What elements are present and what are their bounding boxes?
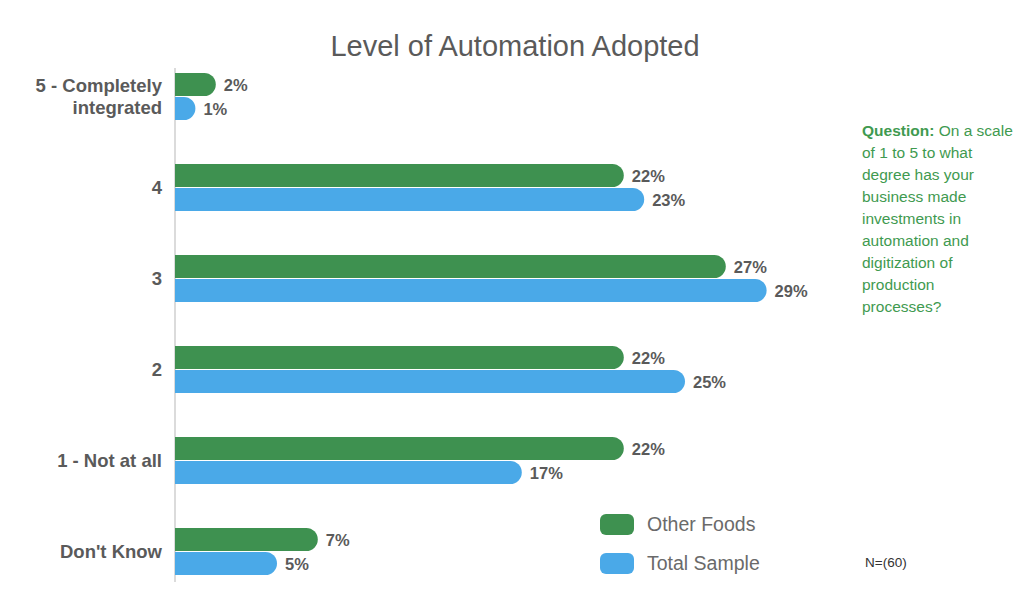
note-label: Question: <box>862 122 934 139</box>
data-label: 25% <box>693 373 726 391</box>
legend-label: Total Sample <box>647 552 760 574</box>
bar <box>175 346 624 369</box>
data-label: 23% <box>652 191 685 209</box>
legend-swatch <box>600 514 634 535</box>
sample-size: N=(60) <box>865 555 907 570</box>
data-label: 22% <box>632 349 665 367</box>
data-label: 2% <box>224 76 248 94</box>
note-text: On a scale of 1 to 5 to what degree has … <box>862 122 1013 315</box>
bar <box>175 188 644 211</box>
title: Level of Automation Adopted <box>330 30 699 62</box>
bar <box>175 370 685 393</box>
category-label: 5 - Completelyintegrated <box>36 75 163 118</box>
data-label: 1% <box>203 100 227 118</box>
bar <box>175 164 624 187</box>
data-label: 17% <box>530 464 563 482</box>
labels: 5 - Completelyintegrated2%1%422%23%327%2… <box>36 75 808 573</box>
bar <box>175 437 624 460</box>
category-label: 2 <box>152 359 162 380</box>
bar <box>175 461 522 484</box>
chart: Level of Automation Adopted 5 - Completel… <box>0 0 1024 591</box>
data-label: 22% <box>632 440 665 458</box>
bar <box>175 97 195 120</box>
bar <box>175 552 277 575</box>
axis-line <box>174 68 176 582</box>
category-label: 3 <box>152 268 162 289</box>
bars <box>175 73 767 575</box>
data-label: 27% <box>734 258 767 276</box>
bar <box>175 279 767 302</box>
data-label: 22% <box>632 167 665 185</box>
category-label: 4 <box>152 177 163 198</box>
bar <box>175 73 216 96</box>
legend-label: Other Foods <box>647 513 756 535</box>
question-note: Question: On a scale of 1 to 5 to what d… <box>862 120 1014 318</box>
data-label: 5% <box>285 555 309 573</box>
category-label: Don't Know <box>60 541 163 562</box>
data-label: 7% <box>326 531 350 549</box>
bar <box>175 255 726 278</box>
bar <box>175 528 318 551</box>
data-label: 29% <box>775 282 808 300</box>
category-label: 1 - Not at all <box>57 450 162 471</box>
legend-swatch <box>600 553 634 574</box>
